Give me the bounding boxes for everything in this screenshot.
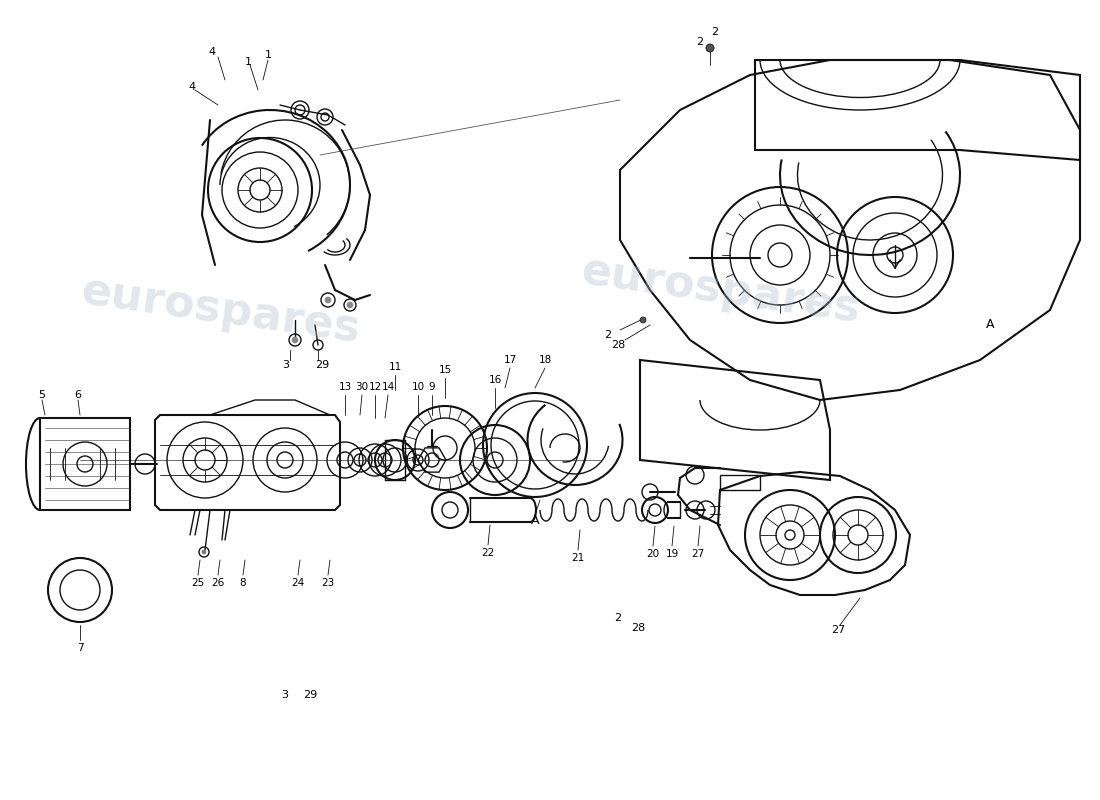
Text: 26: 26	[211, 578, 224, 588]
Text: 2: 2	[712, 27, 718, 37]
Text: 5: 5	[39, 390, 45, 400]
Circle shape	[640, 317, 646, 323]
Text: 3: 3	[283, 360, 289, 370]
Text: 28: 28	[631, 623, 645, 633]
Text: 18: 18	[538, 355, 551, 365]
Text: 29: 29	[302, 690, 317, 700]
Text: 1: 1	[264, 50, 272, 60]
Text: eurospares: eurospares	[78, 269, 362, 351]
Text: 20: 20	[647, 549, 660, 559]
Text: 15: 15	[439, 365, 452, 375]
Circle shape	[292, 337, 298, 343]
Text: 10: 10	[411, 382, 425, 392]
Text: 23: 23	[321, 578, 334, 588]
Circle shape	[346, 302, 353, 308]
Text: 4: 4	[188, 82, 196, 92]
Circle shape	[202, 550, 206, 554]
Text: 6: 6	[75, 390, 81, 400]
Text: 8: 8	[240, 578, 246, 588]
Text: 3: 3	[282, 690, 288, 700]
Text: 28: 28	[610, 340, 625, 350]
Text: 2: 2	[696, 37, 704, 47]
Text: 2: 2	[604, 330, 612, 340]
Text: 7: 7	[77, 643, 84, 653]
Text: eurospares: eurospares	[578, 249, 862, 331]
Text: 4: 4	[208, 47, 216, 57]
Text: 21: 21	[571, 553, 584, 563]
Text: 14: 14	[382, 382, 395, 392]
Text: 19: 19	[666, 549, 679, 559]
Text: A: A	[986, 318, 994, 331]
Text: 9: 9	[429, 382, 436, 392]
Text: 22: 22	[482, 548, 495, 558]
Text: 27: 27	[692, 549, 705, 559]
Text: 13: 13	[339, 382, 352, 392]
Circle shape	[706, 44, 714, 52]
Text: 2: 2	[615, 613, 622, 623]
Circle shape	[324, 297, 331, 303]
Text: 25: 25	[191, 578, 205, 588]
Text: 11: 11	[388, 362, 401, 372]
Text: 30: 30	[355, 382, 368, 392]
Text: 29: 29	[315, 360, 329, 370]
Text: A: A	[530, 514, 539, 526]
Text: 1: 1	[244, 57, 252, 67]
Text: 12: 12	[368, 382, 382, 392]
Text: 27: 27	[830, 625, 845, 635]
Text: 17: 17	[504, 355, 517, 365]
Text: 24: 24	[292, 578, 305, 588]
Text: 16: 16	[488, 375, 502, 385]
